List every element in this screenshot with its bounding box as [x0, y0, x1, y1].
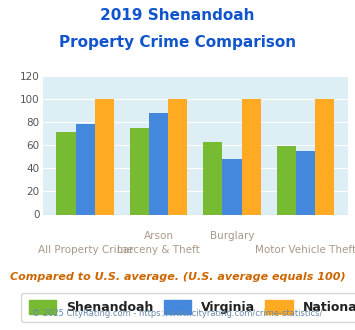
Text: © 2025 CityRating.com - https://www.cityrating.com/crime-statistics/: © 2025 CityRating.com - https://www.city… [32, 309, 323, 317]
Text: Arson: Arson [143, 231, 174, 241]
Bar [76, 124, 95, 214]
Bar [95, 99, 114, 214]
Bar [296, 151, 315, 214]
Text: Burglary: Burglary [210, 231, 254, 241]
Bar [56, 132, 76, 214]
Text: 2019 Shenandoah: 2019 Shenandoah [100, 8, 255, 23]
Bar [130, 128, 149, 214]
Text: All Property Crime: All Property Crime [38, 245, 133, 255]
Text: Motor Vehicle Theft: Motor Vehicle Theft [255, 245, 355, 255]
Bar [241, 99, 261, 214]
Legend: Shenandoah, Virginia, National: Shenandoah, Virginia, National [21, 293, 355, 322]
Bar [315, 99, 334, 214]
Bar [203, 142, 223, 214]
Bar [223, 159, 241, 214]
Text: Property Crime Comparison: Property Crime Comparison [59, 35, 296, 50]
Bar [149, 113, 168, 214]
Bar [168, 99, 187, 214]
Bar [277, 147, 296, 214]
Text: Compared to U.S. average. (U.S. average equals 100): Compared to U.S. average. (U.S. average … [10, 272, 345, 282]
Text: Larceny & Theft: Larceny & Theft [117, 245, 200, 255]
